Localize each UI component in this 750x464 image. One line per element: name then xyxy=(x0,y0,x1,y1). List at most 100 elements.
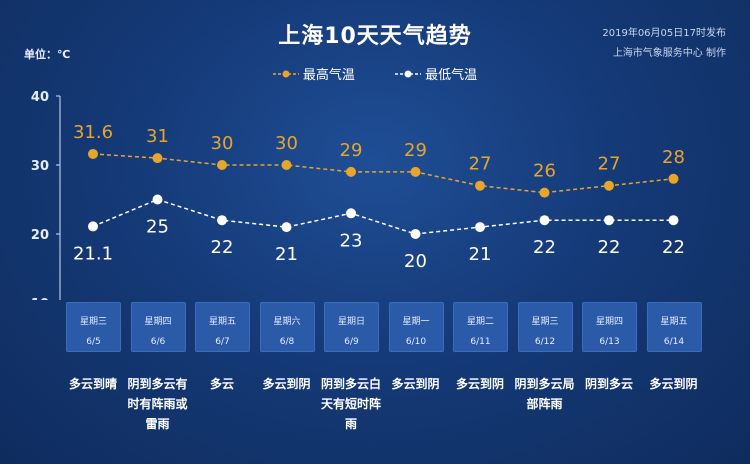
day-box: 星期四 6/13 xyxy=(582,302,637,352)
low-temp-label: 20 xyxy=(404,251,427,272)
publisher: 上海市气象服务中心 制作 xyxy=(612,48,726,59)
high-temp-point xyxy=(88,148,98,159)
high-temp-point xyxy=(281,160,292,170)
date-label: 6/6 xyxy=(150,337,166,347)
legend-high-marker-icon xyxy=(272,70,299,77)
low-temp-label: 21 xyxy=(469,244,492,265)
weather-description: 多云 xyxy=(209,377,234,391)
temperature-chart: 10 20 30 40 31.6 31 30 30 29 29 27 26 27 28 21.1 25 22 21… xyxy=(31,90,685,300)
y-tick-label: 40 xyxy=(31,90,49,105)
day-box: 星期六 6/8 xyxy=(259,302,315,352)
weekday-label: 星期五 xyxy=(660,317,688,327)
date-label: 6/8 xyxy=(279,337,295,347)
high-temp-label: 30 xyxy=(275,133,298,154)
high-temp-point xyxy=(346,166,356,177)
high-temp-label: 27 xyxy=(469,154,492,175)
weather-description: 多云到阴 xyxy=(262,377,311,391)
low-temp-label: 22 xyxy=(662,237,685,258)
unit-label: 单位：℃ xyxy=(24,48,71,61)
y-tick-label: 20 xyxy=(31,228,49,243)
low-temp-label: 21 xyxy=(275,244,298,265)
high-temp-label: 28 xyxy=(662,147,685,168)
date-label: 6/13 xyxy=(599,337,620,347)
date-label: 6/7 xyxy=(215,337,230,347)
day-box: 星期五 6/7 xyxy=(195,302,250,352)
chart-title: 上海10天天气趋势 xyxy=(278,24,472,49)
publish-time: 2019年06月05日17时发布 xyxy=(602,28,726,39)
high-temp-point xyxy=(604,180,614,191)
low-temp-line xyxy=(92,198,674,235)
low-temp-label: 22 xyxy=(598,237,621,258)
y-tick-label: 30 xyxy=(31,159,49,174)
legend-low-label: 最低气温 xyxy=(425,68,478,83)
legend-high: 最高气温 xyxy=(272,64,355,83)
high-temp-point xyxy=(539,187,550,198)
low-temp-point xyxy=(475,222,485,233)
high-temp-label: 29 xyxy=(340,140,363,161)
low-temp-point xyxy=(217,215,227,226)
low-temp-label: 21.1 xyxy=(73,243,113,264)
low-temp-label: 25 xyxy=(146,217,169,238)
day-box: 星期一 6/10 xyxy=(388,302,444,352)
high-temp-label: 31.6 xyxy=(73,122,113,143)
low-temp-label: 22 xyxy=(211,237,234,258)
date-label: 6/9 xyxy=(344,337,359,347)
weather-description: 阴到多云局 部阵雨 xyxy=(514,377,575,411)
weekday-label: 星期二 xyxy=(466,317,494,327)
weekday-label: 星期三 xyxy=(79,317,107,327)
day-box: 星期三 6/5 xyxy=(66,302,121,352)
legend-high-label: 最高气温 xyxy=(302,68,355,83)
low-temp-point xyxy=(152,194,163,205)
date-label: 6/10 xyxy=(405,337,427,347)
weekday-label: 星期五 xyxy=(208,317,236,327)
day-box: 星期四 6/6 xyxy=(130,302,186,352)
low-temp-label: 23 xyxy=(340,230,363,251)
high-temp-label: 27 xyxy=(598,154,621,175)
date-label: 6/14 xyxy=(663,337,685,347)
day-box: 星期五 6/14 xyxy=(646,302,702,352)
low-temp-point xyxy=(88,221,98,232)
high-temp-label: 31 xyxy=(146,126,169,147)
date-label: 6/11 xyxy=(470,337,491,347)
weather-description: 多云到晴 xyxy=(68,377,117,391)
high-temp-line xyxy=(92,153,674,194)
weather-description: 阴到多云 xyxy=(584,377,633,391)
legend-low-marker-icon xyxy=(395,70,422,77)
weekday-label: 星期四 xyxy=(144,317,172,327)
weekday-label: 星期四 xyxy=(595,317,623,327)
weather-description: 阴到多云有 时有阵雨或 雷雨 xyxy=(127,377,188,431)
date-label: 6/5 xyxy=(86,337,101,347)
high-temp-label: 26 xyxy=(533,161,556,182)
weather-description: 多云到阴 xyxy=(391,377,440,391)
weather-description: 多云到阴 xyxy=(649,377,698,391)
high-temp-point xyxy=(475,180,485,191)
publish-info: 2019年06月05日17时发布 上海市气象服务中心 制作 xyxy=(602,24,726,64)
weekday-label: 星期一 xyxy=(402,317,430,327)
day-box: 星期日 6/9 xyxy=(324,302,379,352)
low-temp-point xyxy=(604,215,614,226)
low-temp-point xyxy=(346,208,356,219)
legend-low: 最低气温 xyxy=(395,64,477,83)
y-tick-label: 10 xyxy=(31,297,49,300)
high-temp-label: 29 xyxy=(404,140,427,161)
legend: 最高气温 最低气温 xyxy=(0,64,750,83)
low-temp-point xyxy=(668,215,679,226)
low-temp-point xyxy=(281,222,292,233)
high-temp-point xyxy=(152,153,163,164)
weekday-label: 星期三 xyxy=(531,317,559,327)
weather-description: 阴到多云白 天有短时阵雨 xyxy=(320,377,381,431)
high-temp-point xyxy=(410,166,421,177)
weekday-label: 星期日 xyxy=(337,317,365,327)
low-temp-point xyxy=(410,229,421,239)
low-temp-point xyxy=(539,215,550,226)
weather-description: 多云到阴 xyxy=(455,377,504,391)
date-label: 6/12 xyxy=(534,337,556,347)
weekday-label: 星期六 xyxy=(273,317,301,327)
high-temp-point xyxy=(217,160,227,170)
day-box: 星期二 6/11 xyxy=(453,302,508,352)
high-temp-label: 30 xyxy=(211,133,234,154)
low-temp-label: 22 xyxy=(533,237,556,258)
high-temp-point xyxy=(668,173,679,184)
day-box: 星期三 6/12 xyxy=(517,302,573,352)
